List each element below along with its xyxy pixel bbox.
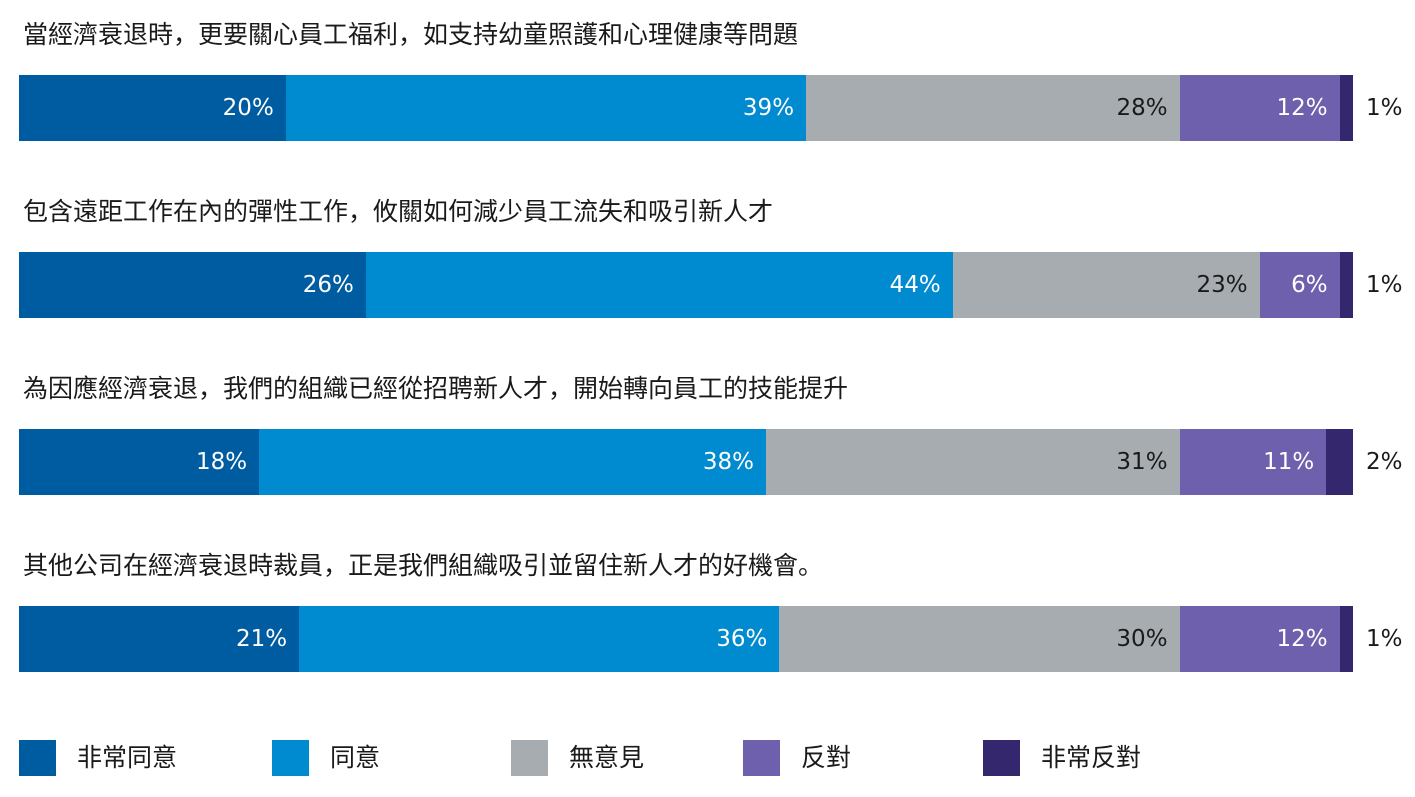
bar-segment: 36% xyxy=(299,606,780,672)
bar-row: 當經濟衰退時，更要關心員工福利，如支持幼童照護和心理健康等問題 20% 39% 28%… xyxy=(19,17,1415,141)
bar-segment: 30% xyxy=(779,606,1180,672)
data-label: 28% xyxy=(1116,95,1168,121)
data-label: 1% xyxy=(1366,626,1403,652)
bar-segment: 44% xyxy=(365,252,953,318)
stacked-bar: 21% 36% 30% 12% xyxy=(19,606,1353,672)
bar-segment: 23% xyxy=(952,252,1260,318)
legend-swatch xyxy=(511,740,548,776)
data-label: 30% xyxy=(1116,626,1168,652)
bar-segment: 21% xyxy=(19,606,300,672)
data-label: 2% xyxy=(1366,449,1403,475)
bar-segment xyxy=(1339,606,1353,672)
data-label: 21% xyxy=(236,626,288,652)
bar-segment xyxy=(1339,252,1353,318)
bar-segment: 20% xyxy=(19,75,286,141)
data-label: 18% xyxy=(195,449,248,475)
data-label: 23% xyxy=(1196,272,1248,298)
data-label: 36% xyxy=(716,626,768,652)
bar-row: 其他公司在經濟衰退時裁員，正是我們組織吸引並留住新人才的好機會。 21% 36% 30… xyxy=(19,548,1415,672)
bar-segment: 11% xyxy=(1179,429,1327,495)
category-label: 包含遠距工作在內的彈性工作，攸關如何減少員工流失和吸引新人才 xyxy=(23,197,774,226)
bar-segment xyxy=(1339,75,1353,141)
data-label: 26% xyxy=(302,272,354,298)
stacked-bar: 18% 38% 31% 11% xyxy=(19,429,1353,495)
bar-segment: 28% xyxy=(806,75,1180,141)
legend-label: 反對 xyxy=(801,743,852,772)
data-label: 12% xyxy=(1276,95,1328,121)
bar-segment: 31% xyxy=(766,429,1180,495)
data-label: 20% xyxy=(222,95,274,121)
category-label: 當經濟衰退時，更要關心員工福利，如支持幼童照護和心理健康等問題 xyxy=(23,20,799,49)
legend-label: 無意見 xyxy=(569,743,645,772)
data-label: 11% xyxy=(1263,449,1315,475)
legend-swatch xyxy=(272,740,309,776)
legend-swatch xyxy=(743,740,780,776)
bar-segment: 38% xyxy=(259,429,767,495)
bar-row: 為因應經濟衰退，我們的組織已經從招聘新人才，開始轉向員工的技能提升 18% 38% 3… xyxy=(19,371,1415,495)
data-label: 39% xyxy=(742,95,795,121)
data-label: 38% xyxy=(702,449,755,475)
bar-segment: 39% xyxy=(285,75,807,141)
stacked-bar: 20% 39% 28% 12% xyxy=(19,75,1353,141)
stacked-bar: 26% 44% 23% 6% xyxy=(19,252,1353,318)
data-label: 31% xyxy=(1116,449,1168,475)
data-label: 44% xyxy=(889,272,941,298)
legend-label: 同意 xyxy=(330,743,381,772)
bar-segment: 12% xyxy=(1179,606,1340,672)
bar-segment: 6% xyxy=(1259,252,1340,318)
legend-label: 非常同意 xyxy=(77,743,178,772)
data-label: 6% xyxy=(1291,272,1328,298)
legend: 非常同意 同意 無意見 反對 非常反對 xyxy=(19,738,1399,778)
data-label: 1% xyxy=(1366,95,1403,121)
legend-swatch xyxy=(19,740,56,776)
legend-label: 非常反對 xyxy=(1041,743,1142,772)
bar-row: 包含遠距工作在內的彈性工作，攸關如何減少員工流失和吸引新人才 26% 44% 23% 6… xyxy=(19,194,1415,318)
legend-swatch xyxy=(983,740,1020,776)
data-label: 12% xyxy=(1276,626,1328,652)
data-label: 1% xyxy=(1366,272,1403,298)
bar-segment: 12% xyxy=(1179,75,1340,141)
bar-segment: 26% xyxy=(19,252,366,318)
bar-segment xyxy=(1326,429,1353,495)
category-label: 其他公司在經濟衰退時裁員，正是我們組織吸引並留住新人才的好機會。 xyxy=(23,551,824,580)
category-label: 為因應經濟衰退，我們的組織已經從招聘新人才，開始轉向員工的技能提升 xyxy=(23,374,849,403)
bar-segment: 18% xyxy=(19,429,260,495)
